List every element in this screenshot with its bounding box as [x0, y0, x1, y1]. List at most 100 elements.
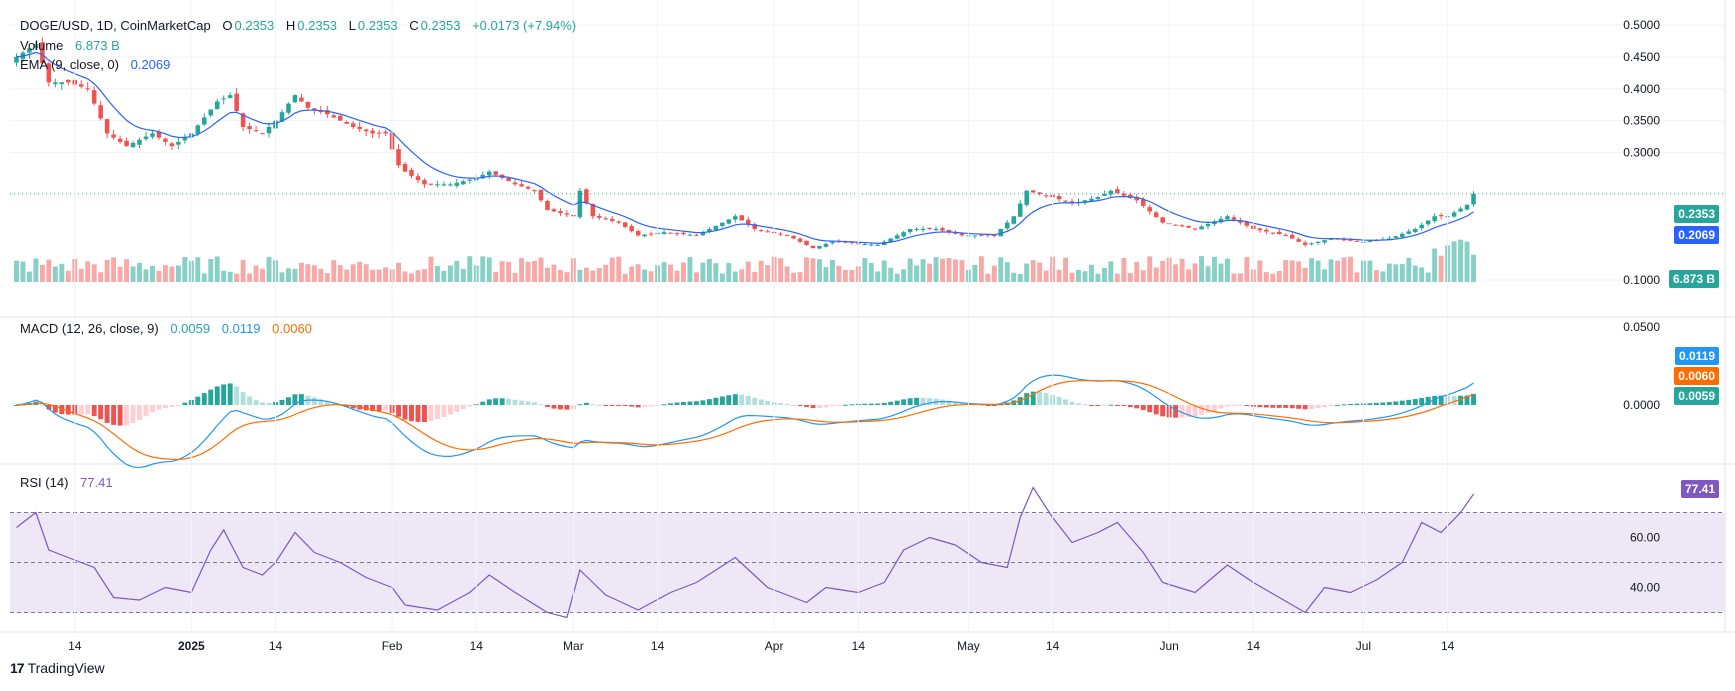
macd-histogram-bar	[65, 405, 71, 415]
macd-histogram-bar	[778, 403, 784, 405]
volume-bar	[862, 258, 868, 282]
volume-bar	[447, 265, 453, 282]
candle-body	[668, 232, 673, 234]
volume-bar	[732, 271, 738, 282]
volume-bar	[175, 265, 181, 282]
candle-body	[337, 115, 343, 121]
footer-brand: TradingView	[27, 660, 105, 676]
macd-histogram-bar	[875, 403, 881, 405]
candle-body	[1283, 235, 1288, 237]
footer[interactable]: 17 TradingView	[10, 660, 105, 676]
volume-bar	[1464, 241, 1470, 282]
macd-histogram-bar	[1367, 403, 1373, 405]
volume-bar	[1412, 265, 1418, 282]
volume-bar	[117, 266, 123, 282]
macd-histogram-bar	[201, 393, 207, 405]
macd-histogram-bar	[596, 404, 602, 406]
candle-body	[959, 233, 965, 236]
candle-body	[1367, 240, 1373, 242]
volume-bar	[713, 263, 719, 282]
macd-histogram-bar	[804, 405, 809, 408]
ema-legend: EMA (9, close, 0) 0.2069	[20, 56, 172, 74]
macd-histogram-bar	[370, 405, 376, 412]
volume-bar	[1451, 241, 1457, 282]
macd-histogram-bar	[823, 405, 829, 408]
macd-histogram-bar	[98, 405, 104, 420]
macd-histogram-bar	[525, 401, 531, 405]
macd-axis-tick: 0.0500	[1623, 320, 1660, 334]
candle-body	[1160, 217, 1165, 223]
rsi-badge: 77.41	[1680, 480, 1719, 498]
candle-body	[234, 93, 239, 112]
volume-bar	[1367, 260, 1373, 282]
candle-body	[66, 79, 71, 83]
volume-bar	[1199, 256, 1205, 282]
macd-histogram-bar	[214, 386, 220, 405]
time-axis-tick: 14	[470, 639, 484, 653]
price-axis-tick: 0.3500	[1623, 114, 1660, 128]
candle-body	[894, 235, 900, 239]
volume-bar	[396, 262, 402, 282]
candle-body	[791, 235, 796, 239]
volume-bar	[875, 271, 881, 282]
macd-histogram-bar	[1134, 405, 1140, 409]
candle-body	[415, 176, 421, 181]
volume-bar	[1309, 258, 1315, 282]
volume-bar	[1082, 271, 1088, 282]
macd-histogram-bar	[14, 405, 19, 406]
macd-histogram-bar	[499, 398, 505, 405]
candle-body	[383, 131, 388, 134]
macd-histogram-bar	[512, 399, 518, 405]
macd-histogram-bar	[1043, 392, 1049, 405]
volume-bar	[137, 262, 142, 282]
candle-body	[1186, 226, 1191, 228]
macd-histogram-bar	[687, 401, 693, 405]
candle-body	[603, 218, 609, 220]
volume-bar	[629, 266, 635, 282]
candle-body	[1134, 197, 1140, 201]
volume-bar	[98, 272, 104, 282]
macd-histogram-bar	[428, 405, 434, 421]
volume-bar	[1354, 272, 1360, 282]
candle-body	[1225, 216, 1230, 220]
macd-histogram-bar	[1108, 404, 1114, 406]
macd-histogram-bar	[1335, 404, 1340, 406]
volume-bar	[583, 267, 589, 282]
macd-line	[16, 374, 1474, 469]
macd-histogram-bar	[1302, 405, 1308, 410]
volume-bar	[642, 269, 648, 282]
candle-body	[40, 42, 45, 64]
macd-histogram-bar	[920, 397, 926, 405]
macd-histogram-bar	[1412, 399, 1418, 405]
ema-badge: 0.2069	[1674, 226, 1719, 244]
macd-histogram-bar	[1276, 405, 1282, 408]
candle-body	[344, 122, 350, 124]
candle-body	[1412, 229, 1418, 233]
macd-histogram-bar	[1393, 401, 1399, 405]
macd-histogram-bar	[1237, 405, 1243, 406]
volume-bar	[1399, 264, 1405, 282]
volume-bar	[791, 272, 797, 282]
volume-bar	[350, 264, 356, 282]
candle-body	[914, 229, 919, 230]
volume-bar	[603, 264, 609, 282]
price-legend: DOGE/USD, 1D, CoinMarketCap O 0.2353 H 0.2…	[20, 17, 578, 35]
candle-body	[616, 221, 621, 223]
macd-histogram-bar	[1373, 402, 1379, 405]
volume-bar	[1276, 270, 1282, 282]
candle-body	[1257, 228, 1263, 231]
candle-body	[907, 229, 913, 233]
macd-histogram-bar	[1037, 391, 1043, 405]
macd-histogram-bar	[78, 405, 84, 415]
macd-histogram-bar	[1296, 405, 1302, 409]
candle-body	[422, 180, 427, 185]
macd-histogram-bar	[1309, 405, 1315, 410]
candle-body	[1348, 239, 1353, 241]
macd-histogram-bar	[344, 405, 350, 407]
candle-body	[979, 235, 984, 237]
candle-body	[195, 125, 201, 134]
candle-body	[1270, 232, 1276, 234]
candle-body	[1432, 216, 1437, 222]
volume-bar	[1011, 272, 1017, 282]
